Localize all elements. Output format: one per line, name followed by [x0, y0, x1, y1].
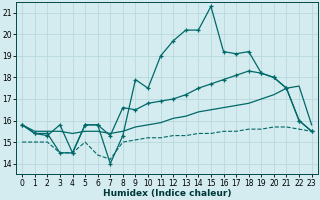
X-axis label: Humidex (Indice chaleur): Humidex (Indice chaleur): [103, 189, 231, 198]
